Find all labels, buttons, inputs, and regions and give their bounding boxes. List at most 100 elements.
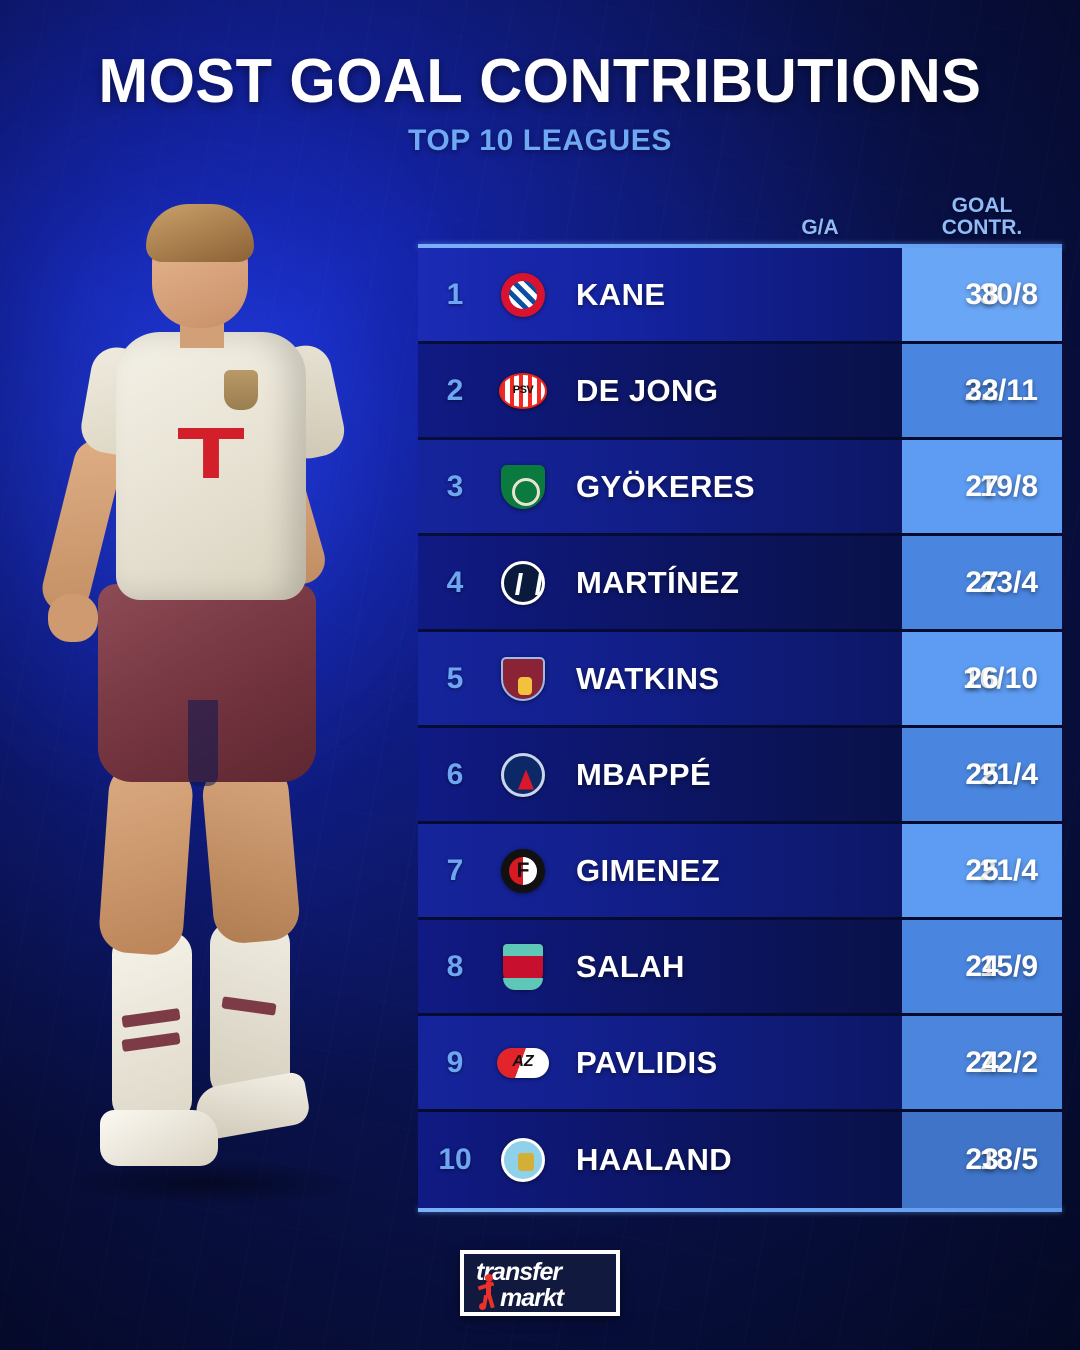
player-name: GYÖKERES — [576, 468, 755, 504]
player-left-boot — [100, 1110, 218, 1166]
row-highlight-cell-background — [902, 1016, 1062, 1109]
column-header-goal-contributions: GOAL CONTR. — [902, 193, 1062, 240]
figure-ball — [479, 1303, 486, 1310]
goals-assists-value: 30/8 — [979, 277, 1038, 311]
jersey-club-crest — [224, 370, 258, 410]
row-background — [418, 440, 902, 533]
table-row[interactable]: 1 KANE 30/8 38 — [418, 248, 1062, 344]
player-name: HAALAND — [576, 1142, 733, 1177]
row-highlight-cell-background — [902, 728, 1062, 821]
row-highlight-cell-background — [902, 344, 1062, 437]
row-background — [418, 248, 902, 341]
club-badge — [492, 272, 554, 317]
club-badge — [492, 560, 554, 605]
rank-value: 4 — [446, 565, 464, 599]
aston-villa-crest-icon — [501, 656, 545, 701]
figure-body — [486, 1282, 491, 1296]
row-highlight-cell-background — [902, 1112, 1062, 1208]
goal-contributions-value: 25 — [965, 853, 999, 887]
row-highlight-cell-background — [902, 920, 1062, 1013]
player-name: DE JONG — [576, 372, 719, 408]
goals-assists-value: 22/11 — [964, 373, 1038, 407]
figure-head — [485, 1274, 493, 1282]
table-row[interactable]: 4 MARTÍNEZ 23/4 27 — [418, 536, 1062, 632]
row-background — [418, 536, 902, 629]
page-title: MOST GOAL CONTRIBUTIONS — [98, 47, 982, 116]
goals-assists-value: 22/2 — [979, 1045, 1038, 1079]
club-badge — [492, 1138, 554, 1182]
goals-assists-value: 23/4 — [979, 565, 1038, 599]
rank-value: 6 — [446, 757, 464, 791]
rank-value: 7 — [446, 853, 464, 887]
player-name: PAVLIDIS — [576, 1044, 718, 1080]
table-header-row: G/A GOAL CONTR. — [418, 182, 1062, 244]
table-body: 1 KANE 30/8 38 2 DE JONG 22/11 33 3 GYÖK… — [418, 248, 1062, 1208]
rank-value: 8 — [446, 949, 464, 983]
rank-value: 3 — [446, 469, 464, 503]
row-highlight-cell-background — [902, 248, 1062, 341]
row-highlight-cell-background — [902, 824, 1062, 917]
transfermarkt-logo: transfer markt — [460, 1250, 620, 1316]
goal-contributions-value: 25 — [965, 757, 999, 791]
goal-contributions-value: 23 — [965, 1143, 999, 1176]
rank-value: 1 — [446, 277, 464, 311]
figure-leg — [487, 1294, 495, 1309]
transfermarkt-player-figure-icon — [477, 1274, 500, 1310]
sporting-cp-crest-icon — [501, 464, 545, 509]
inter-milan-crest-icon — [501, 560, 545, 605]
row-background — [418, 920, 902, 1013]
row-highlight-cell-background — [902, 632, 1062, 725]
psv-eindhoven-crest-icon — [499, 372, 547, 409]
club-badge — [492, 752, 554, 797]
player-name: KANE — [576, 276, 666, 312]
row-background — [418, 1112, 902, 1208]
row-background — [418, 824, 902, 917]
club-badge — [492, 943, 554, 990]
fc-bayern-munich-crest-icon — [501, 272, 545, 317]
row-background — [418, 728, 902, 821]
table-row[interactable]: 6 MBAPPÉ 21/4 25 — [418, 728, 1062, 824]
goal-contributions-value: 26 — [965, 661, 999, 695]
goal-contributions-value: 27 — [965, 469, 999, 503]
feyenoord-crest-icon — [501, 848, 545, 893]
goal-contributions-value: 38 — [965, 277, 999, 311]
column-header-goal-contributions-line2: CONTR. — [941, 216, 1023, 240]
footer: transfer markt — [0, 1250, 1080, 1316]
row-background — [418, 632, 902, 725]
player-name: MARTÍNEZ — [576, 564, 740, 600]
goals-assists-value: 21/4 — [979, 757, 1038, 791]
column-header-goal-contributions-line1: GOAL — [951, 193, 1013, 217]
table-row[interactable]: 10 HAALAND 18/5 23 — [418, 1112, 1062, 1208]
goals-assists-value: 16/10 — [962, 661, 1038, 695]
goal-contributions-value: 33 — [965, 373, 999, 407]
table-row[interactable]: 9 PAVLIDIS 22/2 24 — [418, 1016, 1062, 1112]
az-alkmaar-crest-icon — [497, 1047, 549, 1078]
club-badge — [492, 1047, 554, 1078]
column-header-goals-assists: G/A — [801, 216, 839, 240]
transfermarkt-logo-line2: markt — [500, 1284, 564, 1312]
player-right-leg — [200, 760, 302, 946]
rank-value: 10 — [438, 1143, 472, 1176]
table-row[interactable]: 5 WATKINS 16/10 26 — [418, 632, 1062, 728]
shorts-gap — [188, 700, 218, 786]
club-badge — [492, 372, 554, 409]
rank-value: 9 — [446, 1045, 464, 1079]
table-row[interactable]: 8 SALAH 15/9 24 — [418, 920, 1062, 1016]
club-badge — [492, 464, 554, 509]
row-highlight-cell-background — [902, 536, 1062, 629]
player-shadow — [60, 1160, 360, 1206]
club-badge — [492, 848, 554, 893]
page-subtitle: TOP 10 LEAGUES — [407, 124, 673, 157]
paris-saint-germain-crest-icon — [501, 752, 545, 797]
table-row[interactable]: 3 GYÖKERES 19/8 27 — [418, 440, 1062, 536]
goals-assists-value: 18/5 — [979, 1143, 1038, 1176]
goal-contributions-table: G/A GOAL CONTR. 1 KANE 30/8 38 2 DE JONG… — [418, 182, 1062, 1212]
player-name: MBAPPÉ — [576, 756, 712, 792]
table-row[interactable]: 2 DE JONG 22/11 33 — [418, 344, 1062, 440]
goal-contributions-value: 27 — [965, 565, 999, 599]
club-badge — [492, 656, 554, 701]
table-top-divider — [418, 244, 1062, 248]
player-name: SALAH — [576, 948, 685, 984]
table-row[interactable]: 7 GIMENEZ 21/4 25 — [418, 824, 1062, 920]
goals-assists-value: 15/9 — [979, 949, 1038, 983]
